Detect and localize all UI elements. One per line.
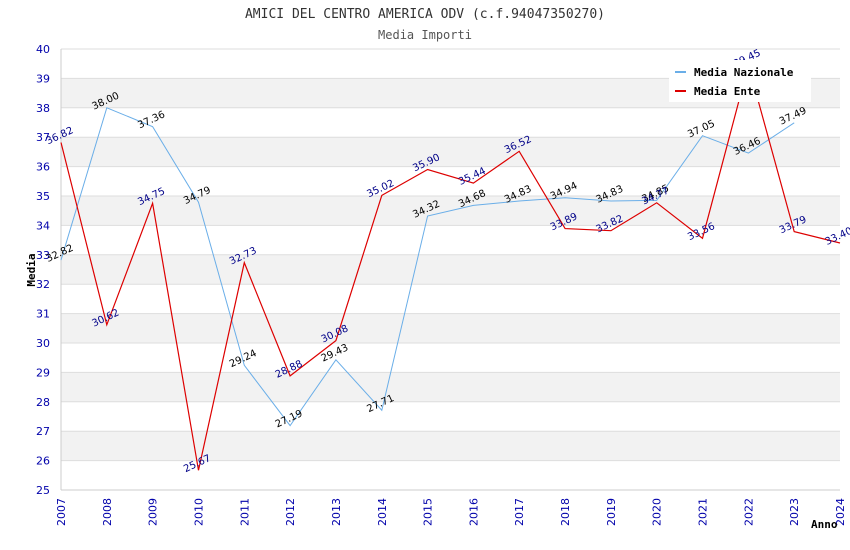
grid-lines [61, 48, 840, 491]
y-tick-label: 34 [36, 219, 50, 232]
x-tick-label: 2012 [284, 498, 297, 526]
data-label: 29.24 [228, 348, 259, 370]
series-line-0 [60, 107, 795, 427]
x-tick-label: 2022 [742, 498, 755, 526]
y-tick-label: 27 [36, 425, 50, 438]
x-tick-label: 2019 [605, 498, 618, 526]
y-tick-label: 26 [36, 455, 50, 468]
x-tick-label: 2014 [376, 498, 389, 526]
x-tick-label: 2020 [651, 498, 664, 526]
data-label: 37.36 [136, 109, 167, 131]
y-tick-label: 39 [36, 72, 50, 85]
data-label: 35.44 [457, 166, 488, 188]
y-tick-label: 32 [36, 278, 50, 291]
grid-band [61, 313, 840, 343]
x-tick-label: 2015 [422, 498, 435, 526]
legend: Media Nazionale Media Ente [669, 60, 811, 102]
grid-bands [61, 78, 840, 461]
y-tick-label: 35 [36, 190, 50, 203]
y-tick-label: 28 [36, 396, 50, 409]
axes [60, 49, 840, 491]
x-tick-labels: 2007 2008 2009 2010 2011 2012 2013 2014 2015 2016… [55, 498, 847, 526]
legend-entry: Media Ente [694, 85, 761, 98]
x-tick-label: 2008 [101, 498, 114, 526]
grid-band [61, 372, 840, 402]
data-label: 27.19 [274, 408, 305, 430]
x-tick-label: 2007 [55, 498, 68, 526]
grid-band [61, 137, 840, 167]
x-tick-label: 2011 [238, 498, 251, 526]
y-tick-label: 38 [36, 102, 50, 115]
data-label: 33.40 [824, 226, 850, 248]
x-tick-label: 2017 [513, 498, 526, 526]
legend-entry: Media Nazionale [694, 66, 794, 79]
chart-subtitle: Media Importi [378, 28, 472, 42]
x-tick-label: 2018 [559, 498, 572, 526]
y-tick-labels: 25 26 27 28 29 30 31 32 33 34 35 36 37 38 39 40 [36, 43, 50, 497]
x-tick-label: 2016 [467, 498, 480, 526]
y-tick-label: 31 [36, 308, 50, 321]
grid-band [61, 254, 840, 285]
x-axis-label: Anno [811, 518, 838, 531]
y-tick-label: 29 [36, 366, 50, 379]
legend-box [669, 60, 811, 102]
y-tick-label: 40 [36, 43, 50, 56]
y-tick-label: 37 [36, 131, 50, 144]
x-tick-label: 2009 [147, 498, 160, 526]
series-lines [60, 62, 841, 471]
x-tick-label: 2024 [834, 498, 847, 526]
y-tick-label: 30 [36, 337, 50, 350]
y-tick-label: 36 [36, 161, 50, 174]
x-tick-label: 2010 [192, 498, 205, 526]
x-tick-label: 2021 [697, 498, 710, 526]
x-tick-label: 2023 [788, 498, 801, 526]
y-axis-label: Media [25, 253, 38, 286]
x-tick-label: 2013 [330, 498, 343, 526]
data-label: 37.49 [778, 105, 809, 127]
grid-band [61, 431, 840, 461]
series-line-1 [60, 62, 841, 471]
y-tick-label: 33 [36, 249, 50, 262]
chart-title: AMICI DEL CENTRO AMERICA ODV (c.f.940473… [245, 7, 605, 22]
y-tick-label: 25 [36, 484, 50, 497]
